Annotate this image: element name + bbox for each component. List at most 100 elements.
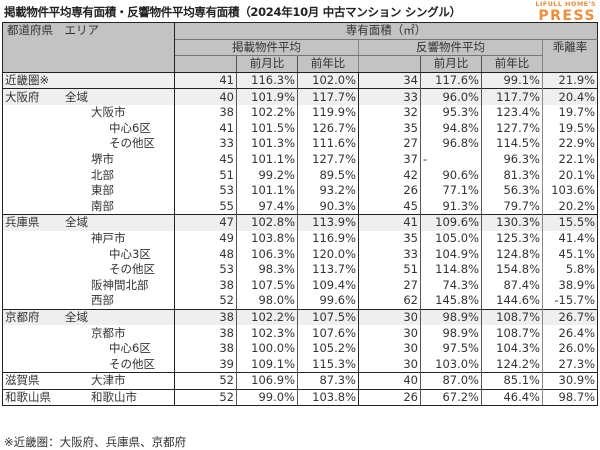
- response-area: 26: [358, 388, 421, 407]
- response-mom: 117.6%: [420, 71, 482, 89]
- response-yoy: 56.3%: [481, 182, 543, 199]
- response-mom: 103.0%: [420, 356, 482, 373]
- listing-mom: 101.3%: [236, 136, 298, 152]
- header-response-mom: 前月比: [420, 55, 482, 73]
- divergence-rate: 19.7%: [541, 104, 599, 121]
- listing-mom: 102.8%: [236, 214, 298, 231]
- listing-yoy: 87.3%: [297, 372, 359, 390]
- listing-area: 51: [174, 167, 237, 183]
- listing-mom: 101.9%: [236, 88, 298, 105]
- response-mom: 87.0%: [420, 372, 482, 390]
- listing-mom: 98.3%: [236, 261, 298, 278]
- area-cell: 大阪市: [2, 104, 175, 121]
- response-yoy: 114.5%: [481, 136, 543, 152]
- pref-label: 兵庫県: [5, 215, 40, 230]
- header-listing-avg: 掲載物件平均: [174, 39, 359, 57]
- area-cell: 中心6区: [2, 120, 175, 137]
- table-row: 兵庫県 全域 47 102.8% 113.9% 41 109.6% 130.3% 15.5%: [2, 214, 599, 231]
- listing-yoy: 102.0%: [297, 71, 359, 89]
- listing-yoy: 99.6%: [297, 293, 359, 310]
- area-cell: 滋賀県 大津市: [2, 372, 175, 390]
- pref-label: 近畿圏※: [5, 73, 50, 88]
- listing-area: 53: [174, 182, 237, 199]
- divergence-rate: 20.1%: [541, 167, 599, 183]
- response-mom: 145.8%: [420, 293, 482, 310]
- listing-mom: 102.3%: [236, 325, 298, 341]
- response-yoy: 85.1%: [481, 372, 543, 390]
- response-yoy: 79.7%: [481, 198, 543, 215]
- response-mom: 109.6%: [420, 214, 482, 231]
- listing-yoy: 90.3%: [297, 198, 359, 215]
- area-label: 中心3区: [109, 246, 151, 261]
- listing-yoy: 113.7%: [297, 261, 359, 278]
- divergence-rate: 22.9%: [541, 136, 599, 152]
- table-row: 神戸市 49 103.8% 116.9% 35 105.0% 125.3% 41.4%: [2, 230, 599, 247]
- pref-label: 京都府: [5, 309, 40, 324]
- response-mom: 104.9%: [420, 246, 482, 262]
- listing-yoy: 115.3%: [297, 356, 359, 373]
- listing-yoy: 116.9%: [297, 230, 359, 247]
- area-label: 中心6区: [109, 120, 151, 135]
- divergence-rate: 26.4%: [541, 325, 599, 341]
- response-mom: -: [420, 151, 482, 168]
- table-row: 大阪府 全域 40 101.9% 117.7% 33 96.0% 117.7% 20.4%: [2, 88, 599, 105]
- listing-yoy: 117.7%: [297, 88, 359, 105]
- listing-area: 45: [174, 151, 237, 168]
- divergence-rate: 45.1%: [541, 246, 599, 262]
- response-area: 27: [358, 277, 421, 294]
- area-cell: 兵庫県 全域: [2, 214, 175, 231]
- area-label: 神戸市: [91, 231, 126, 246]
- table-row: 中心6区 38 100.0% 105.2% 30 97.5% 104.3% 26.0%: [2, 340, 599, 357]
- listing-yoy: 93.2%: [297, 182, 359, 199]
- listing-mom: 100.0%: [236, 340, 298, 357]
- response-yoy: 144.6%: [481, 293, 543, 310]
- listing-yoy: 127.7%: [297, 151, 359, 168]
- listing-yoy: 126.7%: [297, 120, 359, 137]
- area-label: 大阪市: [91, 105, 126, 120]
- listing-area: 41: [174, 71, 237, 89]
- area-label: 全域: [65, 309, 88, 324]
- area-label: その他区: [109, 356, 155, 371]
- listing-yoy: 107.5%: [297, 308, 359, 326]
- response-yoy: 96.3%: [481, 151, 543, 168]
- table-row: その他区 53 98.3% 113.7% 51 114.8% 154.8% 5.8%: [2, 261, 599, 278]
- listing-mom: 99.0%: [236, 388, 298, 407]
- area-label: 北部: [91, 167, 114, 182]
- area-cell: 中心6区: [2, 340, 175, 357]
- listing-mom: 109.1%: [236, 356, 298, 373]
- response-yoy: 87.4%: [481, 277, 543, 294]
- table-row: 堺市 45 101.1% 127.7% 37-96.3% 22.1%: [2, 151, 599, 168]
- area-label: 東部: [91, 183, 114, 198]
- divergence-rate: 5.8%: [541, 261, 599, 278]
- divergence-rate: 15.5%: [541, 214, 599, 231]
- table-row: 阪神間北部 38 107.5% 109.4% 27 74.3% 87.4% 38.9%: [2, 277, 599, 294]
- header-response-yoy: 前年比: [481, 55, 543, 73]
- response-mom: 98.9%: [420, 308, 482, 326]
- response-yoy: 46.4%: [481, 388, 543, 407]
- response-mom: 105.0%: [420, 230, 482, 247]
- listing-mom: 98.0%: [236, 293, 298, 310]
- listing-area: 55: [174, 198, 237, 215]
- table-row: その他区 39 109.1% 115.3% 30 103.0% 124.2% 27.3%: [2, 356, 599, 373]
- area-label: 阪神間北部: [91, 277, 149, 292]
- area-cell: その他区: [2, 356, 175, 373]
- listing-area: 52: [174, 293, 237, 310]
- header-group-title: 専有面積（㎡）: [174, 22, 599, 40]
- area-cell: 阪神間北部: [2, 277, 175, 294]
- listing-yoy: 107.6%: [297, 325, 359, 341]
- response-mom: 98.9%: [420, 325, 482, 341]
- area-label: 西部: [91, 293, 114, 308]
- area-label: 和歌山市: [91, 389, 137, 404]
- listing-mom: 116.3%: [236, 71, 298, 89]
- divergence-rate: 26.7%: [541, 308, 599, 326]
- area-label: 全域: [65, 215, 88, 230]
- listing-area: 38: [174, 325, 237, 341]
- listing-area: 53: [174, 261, 237, 278]
- header-listing-yoy: 前年比: [297, 55, 359, 73]
- response-mom: 96.0%: [420, 88, 482, 105]
- area-cell: 東部: [2, 182, 175, 199]
- footnote: ※近畿圏：大阪府、兵庫県、京都府: [4, 435, 187, 449]
- listing-area: 40: [174, 88, 237, 105]
- response-area: 30: [358, 340, 421, 357]
- area-label: 中心6区: [109, 341, 151, 356]
